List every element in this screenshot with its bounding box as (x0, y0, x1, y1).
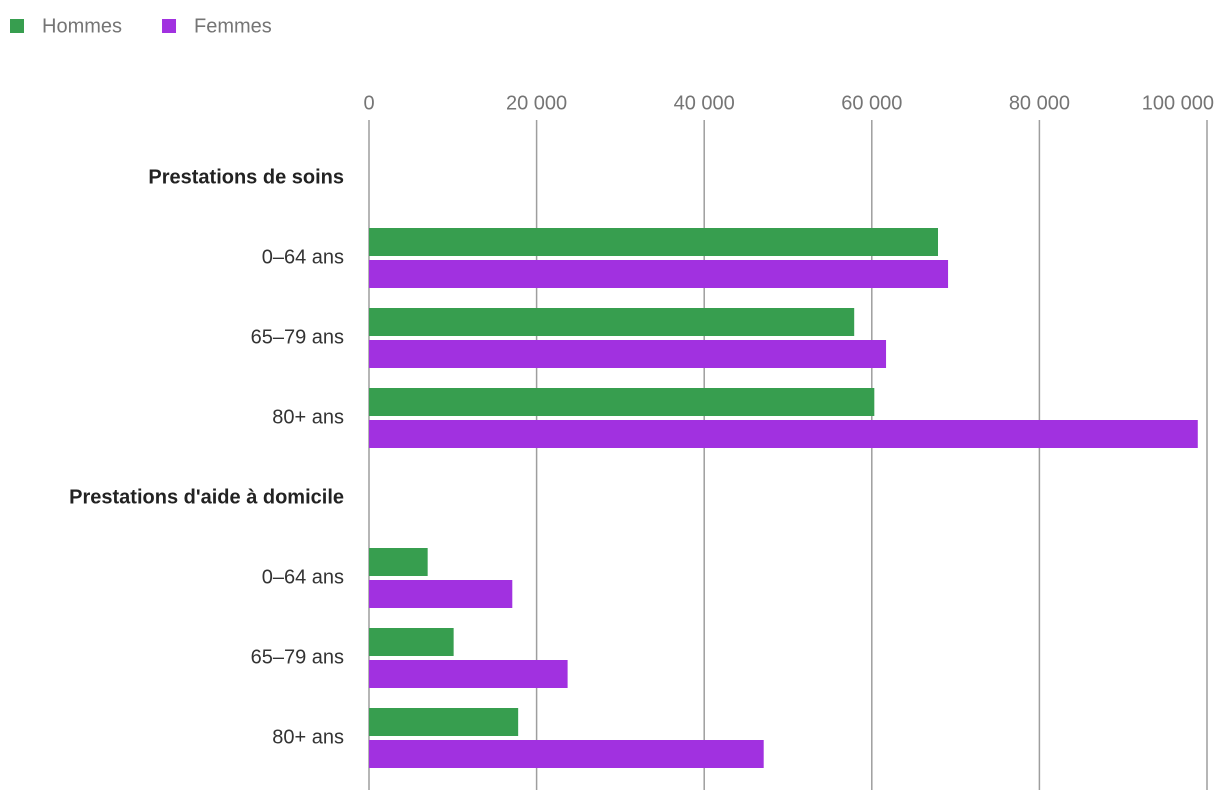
category-label: 65–79 ans (251, 646, 344, 668)
bar (369, 260, 949, 288)
x-tick-label: 20 000 (506, 92, 567, 114)
legend-label: Femmes (194, 15, 272, 37)
bar (369, 580, 513, 608)
bar (369, 548, 428, 576)
group-label: Prestations d'aide à domicile (69, 486, 344, 508)
category-label: 80+ ans (272, 406, 344, 428)
x-tick-label: 100 000 (1142, 92, 1214, 114)
category-label: 65–79 ans (251, 326, 344, 348)
category-label: 0–64 ans (262, 246, 344, 268)
x-tick-label: 80 000 (1009, 92, 1070, 114)
bar (369, 740, 764, 768)
bar (369, 708, 519, 736)
group-label: Prestations de soins (148, 166, 344, 188)
x-tick-label: 60 000 (841, 92, 902, 114)
x-tick-label: 0 (363, 92, 374, 114)
bar (369, 308, 855, 336)
bar (369, 228, 939, 256)
bar (369, 660, 568, 688)
bar (369, 420, 1198, 448)
category-label: 0–64 ans (262, 566, 344, 588)
legend-swatch (162, 19, 177, 33)
legend-label: Hommes (42, 15, 122, 37)
category-label: 80+ ans (272, 726, 344, 748)
bar (369, 388, 875, 416)
bar (369, 340, 887, 368)
legend-swatch (10, 19, 24, 33)
x-tick-label: 40 000 (674, 92, 735, 114)
bar (369, 628, 454, 656)
